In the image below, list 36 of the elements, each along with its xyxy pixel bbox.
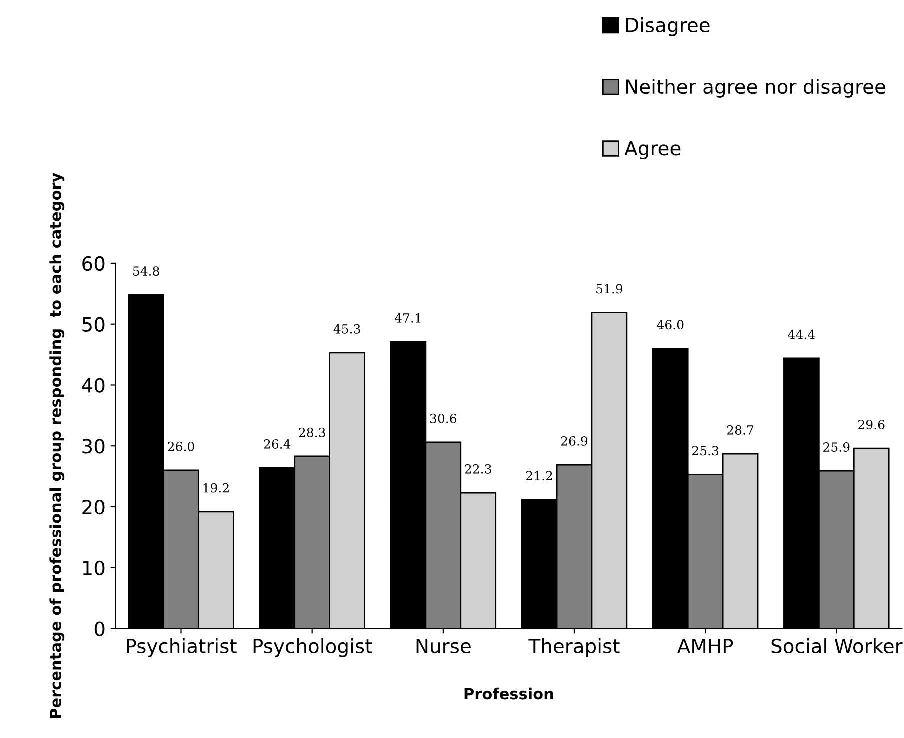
text: 51.9	[596, 284, 623, 294]
text: 19.2	[204, 483, 229, 493]
y-tick-label: 10	[83, 560, 105, 576]
text: 28.7	[727, 425, 754, 435]
text: 26.9	[561, 436, 588, 446]
y-tick-label: 30	[82, 439, 105, 454]
text: 22.3	[465, 464, 492, 474]
y-tick-label: 50	[82, 317, 105, 332]
legend-label: Neither agree nor disagree	[626, 79, 886, 98]
text: 21.2	[526, 471, 552, 481]
text: 46.0	[657, 320, 684, 330]
text: 25.3	[692, 446, 719, 456]
legend-label: Agree	[624, 141, 681, 160]
text: 28.3	[299, 428, 326, 438]
y-axis-title: Percentage of professional group responding to each category	[50, 173, 65, 718]
y-tick-label: 20	[82, 500, 105, 515]
x-tick-label: Psychiatrist	[127, 638, 237, 658]
x-tick-label: AMHP	[678, 639, 734, 654]
text: 26.0	[168, 442, 194, 452]
text: 54.8	[133, 266, 160, 276]
text: 45.3	[334, 324, 360, 334]
text: 26.4	[264, 439, 291, 449]
legend-label: Disagree	[626, 18, 710, 36]
text: 25.9	[824, 442, 850, 452]
x-tick-label: Nurse	[416, 639, 471, 654]
x-tick-label: Therapist	[528, 638, 620, 658]
x-tick-label: Psychologist	[254, 638, 372, 658]
y-tick-label: 60	[82, 256, 105, 272]
text: 30.6	[430, 414, 457, 424]
text: 47.1	[394, 313, 421, 323]
text: 29.6	[858, 420, 885, 430]
x-axis-title: Profession	[464, 688, 554, 700]
y-tick-label: 0	[94, 622, 105, 636]
y-tick-label: 40	[82, 378, 105, 393]
x-tick-label: Social Worker	[772, 638, 903, 654]
text: 44.4	[788, 330, 815, 340]
